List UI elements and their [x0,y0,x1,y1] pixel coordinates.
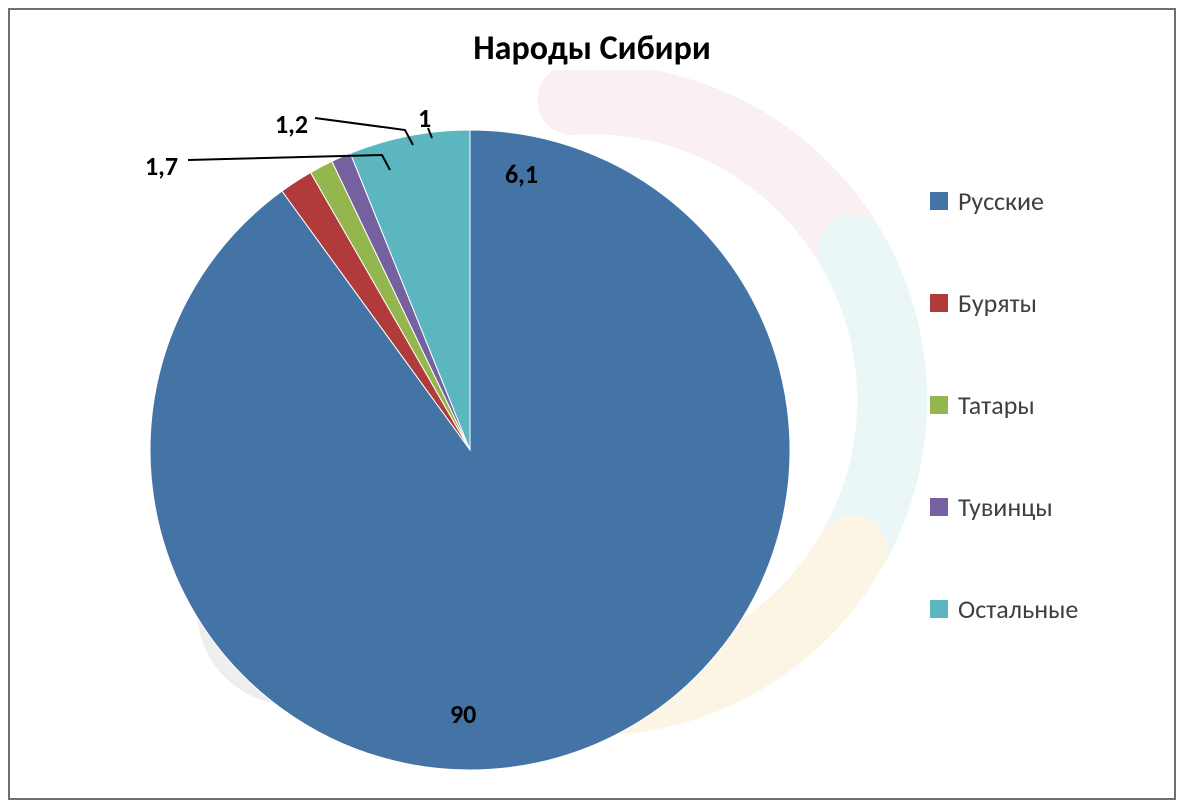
legend-swatch [930,192,948,210]
legend-item: Тувинцы [930,491,1078,523]
legend-item: Буряты [930,287,1078,319]
legend-swatch [930,600,948,618]
legend: Русские Буряты Татары Тувинцы Остальные [930,185,1078,625]
data-label: 6,1 [505,158,538,190]
pie-slice-Русские [150,130,790,770]
legend-label: Остальные [958,593,1078,625]
legend-label: Буряты [958,287,1037,319]
legend-swatch [930,396,948,414]
legend-item: Остальные [930,593,1078,625]
legend-label: Русские [958,185,1044,217]
legend-item: Татары [930,389,1078,421]
legend-swatch [930,498,948,516]
legend-label: Тувинцы [958,491,1053,523]
data-label: 90 [450,698,476,730]
legend-swatch [930,294,948,312]
data-label: 1,7 [145,150,178,182]
legend-label: Татары [958,389,1035,421]
data-label: 1 [418,102,431,134]
legend-item: Русские [930,185,1078,217]
chart-frame: euroki Народы Сибири 901,71,216,1 Русски… [8,8,1176,800]
data-label: 1,2 [275,108,308,140]
